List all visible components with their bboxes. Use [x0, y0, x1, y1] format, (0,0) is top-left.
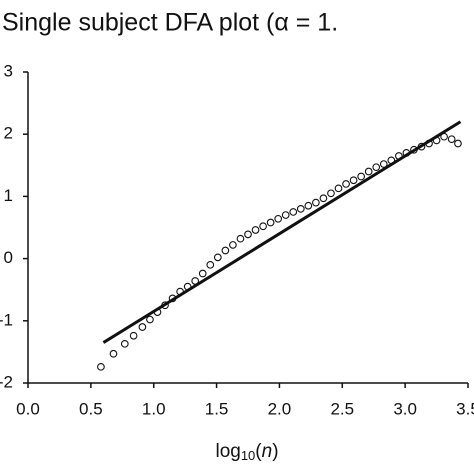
data-point	[319, 194, 328, 203]
data-point	[259, 222, 267, 231]
data-point	[206, 260, 215, 269]
data-point	[251, 226, 260, 234]
x-tick-label: 3.5	[456, 399, 474, 418]
x-label-part: log	[215, 441, 240, 462]
x-tick-label: 0.0	[16, 399, 40, 418]
data-point	[281, 211, 290, 219]
data-point	[221, 246, 230, 255]
data-point	[213, 253, 222, 262]
chart-title: Single subject DFA plot (α = 1.	[2, 9, 338, 37]
data-point	[274, 214, 283, 223]
data-point	[342, 180, 350, 188]
data-point	[425, 139, 433, 148]
data-point	[349, 176, 358, 185]
data-point	[229, 241, 237, 249]
data-point	[138, 323, 147, 331]
data-point	[183, 282, 192, 291]
data-point	[146, 315, 154, 324]
data-point	[198, 269, 207, 278]
data-point	[372, 163, 381, 172]
x-axis-label: log10(n)	[215, 441, 278, 463]
data-point	[161, 301, 169, 310]
x-label-part: (	[255, 441, 262, 462]
data-point	[334, 184, 343, 193]
data-point	[176, 287, 184, 296]
data-point	[364, 167, 373, 176]
data-point	[440, 132, 448, 141]
x-label-part: 10	[241, 448, 255, 463]
data-point	[454, 139, 462, 148]
data-point	[417, 142, 426, 151]
data-point	[168, 294, 177, 303]
data-point	[402, 149, 411, 157]
data-point	[289, 208, 298, 216]
x-tick-label: 0.5	[79, 399, 103, 418]
data-point	[395, 152, 403, 160]
x-tick-label: 2.0	[268, 399, 292, 418]
data-point	[327, 189, 335, 198]
y-tick-label: 0	[4, 248, 13, 267]
data-point	[109, 349, 118, 358]
data-point	[304, 201, 313, 210]
y-tick-label: -2	[0, 372, 13, 391]
x-tick-label: 3.0	[393, 399, 417, 418]
data-point	[191, 277, 200, 285]
data-point	[432, 136, 441, 145]
data-point	[296, 204, 305, 213]
data-point	[129, 331, 138, 340]
data-point	[97, 362, 105, 371]
y-tick-label: 1	[4, 186, 13, 205]
y-tick-label: 2	[4, 124, 13, 143]
fit-line	[102, 120, 462, 344]
data-point	[266, 218, 275, 227]
data-point	[236, 234, 245, 243]
x-tick-label: 2.5	[330, 399, 354, 418]
x-label-part: n	[262, 441, 273, 462]
data-point	[447, 135, 456, 144]
data-point	[312, 198, 320, 207]
data-point	[379, 160, 388, 168]
x-label-part: )	[272, 441, 278, 462]
data-point	[153, 308, 162, 316]
data-point	[387, 156, 396, 165]
x-tick-label: 1.0	[142, 399, 166, 418]
data-point	[244, 230, 252, 239]
data-point	[410, 145, 418, 154]
y-tick-label: -1	[0, 310, 13, 329]
x-tick-label: 1.5	[205, 399, 229, 418]
data-point	[120, 339, 129, 348]
data-point	[357, 172, 365, 181]
y-tick-label: 3	[4, 61, 13, 80]
